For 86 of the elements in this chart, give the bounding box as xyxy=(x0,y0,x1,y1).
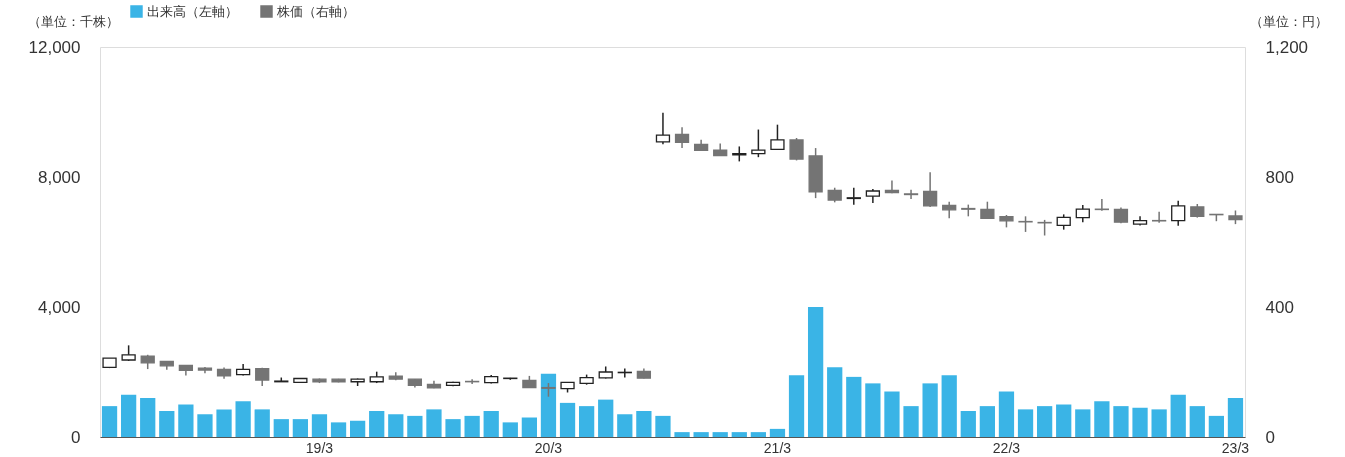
bar xyxy=(559,402,576,437)
bar xyxy=(617,414,633,437)
bar xyxy=(369,411,385,437)
y2-tick-label: 400 xyxy=(1265,297,1294,317)
candlestick xyxy=(751,128,766,158)
x-tick-label: 19/3 xyxy=(305,439,334,456)
bar xyxy=(922,383,938,437)
legend-label: 株価（右軸） xyxy=(276,3,355,19)
candlestick xyxy=(674,126,690,149)
bar xyxy=(1036,406,1053,437)
bar xyxy=(578,406,595,437)
bar xyxy=(865,383,881,437)
bar xyxy=(101,406,118,437)
candlestick xyxy=(1171,199,1186,227)
bar xyxy=(1113,406,1129,437)
bar xyxy=(1075,409,1091,437)
bar xyxy=(1017,409,1034,437)
bar xyxy=(426,409,442,437)
bar xyxy=(941,375,957,437)
bar xyxy=(330,422,347,437)
y2-tick-label: 0 xyxy=(1265,427,1275,447)
bar xyxy=(235,401,251,437)
y-axis-title: （単位：千株） xyxy=(27,13,119,29)
bar xyxy=(636,411,652,437)
bar xyxy=(292,419,309,437)
bar xyxy=(807,307,824,437)
bar xyxy=(445,419,461,437)
bar xyxy=(903,406,919,437)
y-tick-label: 8,000 xyxy=(37,167,81,187)
bar xyxy=(197,414,213,437)
y2-tick-label: 1,200 xyxy=(1265,37,1309,57)
bar xyxy=(750,432,767,437)
y-tick-label: 12,000 xyxy=(28,37,81,57)
bar xyxy=(1094,401,1110,437)
x-tick-label: 22/3 xyxy=(992,439,1021,456)
bar xyxy=(1170,394,1186,437)
bar xyxy=(521,417,538,437)
candlestick xyxy=(770,123,785,151)
bar xyxy=(827,367,843,437)
bar xyxy=(464,415,480,437)
bar xyxy=(311,414,328,437)
bar xyxy=(178,404,194,437)
y-tick-label: 0 xyxy=(71,427,81,447)
bar xyxy=(655,415,671,437)
candlestick xyxy=(1151,211,1167,224)
bar xyxy=(788,375,805,437)
bar xyxy=(159,411,175,437)
x-tick-label: 23/3 xyxy=(1221,439,1250,456)
bar xyxy=(598,399,614,437)
x-tick-label: 21/3 xyxy=(763,439,792,456)
bar xyxy=(502,422,518,437)
bar xyxy=(140,398,156,437)
bar xyxy=(884,391,900,437)
bar xyxy=(1208,415,1225,437)
bar xyxy=(731,432,747,437)
candlestick xyxy=(903,188,919,200)
bar xyxy=(273,419,289,437)
bar xyxy=(1189,406,1205,437)
bar xyxy=(1227,398,1244,437)
bar xyxy=(483,411,499,437)
bar xyxy=(769,428,786,437)
bar xyxy=(254,409,270,437)
bar xyxy=(979,406,996,437)
legend-label: 出来高（左軸） xyxy=(147,3,238,19)
candlestick xyxy=(655,111,671,145)
y-tick-label: 4,000 xyxy=(37,297,81,317)
bar xyxy=(120,394,137,437)
bar xyxy=(1151,409,1167,437)
bar xyxy=(407,415,423,437)
bar xyxy=(712,432,728,437)
candlestick xyxy=(922,171,938,208)
candlestick xyxy=(846,186,861,206)
x-tick-label: 20/3 xyxy=(534,439,563,456)
bar xyxy=(998,391,1015,437)
bar xyxy=(1056,404,1072,437)
bar xyxy=(216,409,232,437)
bar xyxy=(388,414,404,437)
bar xyxy=(1132,407,1148,437)
bar xyxy=(693,432,709,437)
bar xyxy=(674,432,690,437)
bar xyxy=(960,411,976,437)
bar xyxy=(540,373,557,437)
bar xyxy=(349,420,366,437)
y2-tick-label: 800 xyxy=(1265,167,1294,187)
bar xyxy=(846,376,862,437)
y2-axis-title: （単位：円） xyxy=(1249,13,1328,29)
